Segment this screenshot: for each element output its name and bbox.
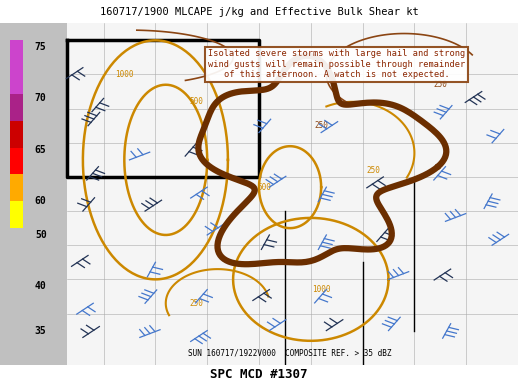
- Text: 40: 40: [35, 281, 47, 291]
- FancyBboxPatch shape: [10, 175, 23, 201]
- Text: 160717/1900 MLCAPE j/kg and Effective Bulk Shear kt: 160717/1900 MLCAPE j/kg and Effective Bu…: [99, 7, 419, 17]
- Text: 1000: 1000: [312, 285, 330, 294]
- Text: 250: 250: [434, 80, 447, 89]
- Text: 250: 250: [366, 166, 380, 175]
- FancyBboxPatch shape: [10, 67, 23, 94]
- Text: SUN 160717/1922V000  COMPOSITE REF. > 35 dBZ: SUN 160717/1922V000 COMPOSITE REF. > 35 …: [189, 349, 392, 358]
- FancyBboxPatch shape: [10, 40, 23, 67]
- Text: 60: 60: [35, 196, 47, 206]
- FancyBboxPatch shape: [10, 201, 23, 228]
- FancyBboxPatch shape: [10, 94, 23, 121]
- Text: Isolated severe storms with large hail and strong
wind gusts will remain possibl: Isolated severe storms with large hail a…: [208, 49, 465, 79]
- Text: 250: 250: [190, 299, 204, 308]
- Text: 500: 500: [190, 97, 204, 106]
- FancyBboxPatch shape: [67, 23, 518, 365]
- Text: 50: 50: [35, 230, 47, 240]
- Text: 500: 500: [257, 183, 271, 192]
- FancyBboxPatch shape: [10, 121, 23, 148]
- Text: 35: 35: [35, 326, 47, 336]
- Text: 70: 70: [35, 94, 47, 103]
- FancyBboxPatch shape: [0, 23, 67, 365]
- Text: SPC MCD #1307: SPC MCD #1307: [210, 368, 308, 381]
- FancyBboxPatch shape: [10, 148, 23, 175]
- Text: 1000: 1000: [115, 70, 134, 79]
- Text: 65: 65: [35, 145, 47, 154]
- Text: 75: 75: [35, 42, 47, 52]
- Text: 250: 250: [314, 121, 328, 130]
